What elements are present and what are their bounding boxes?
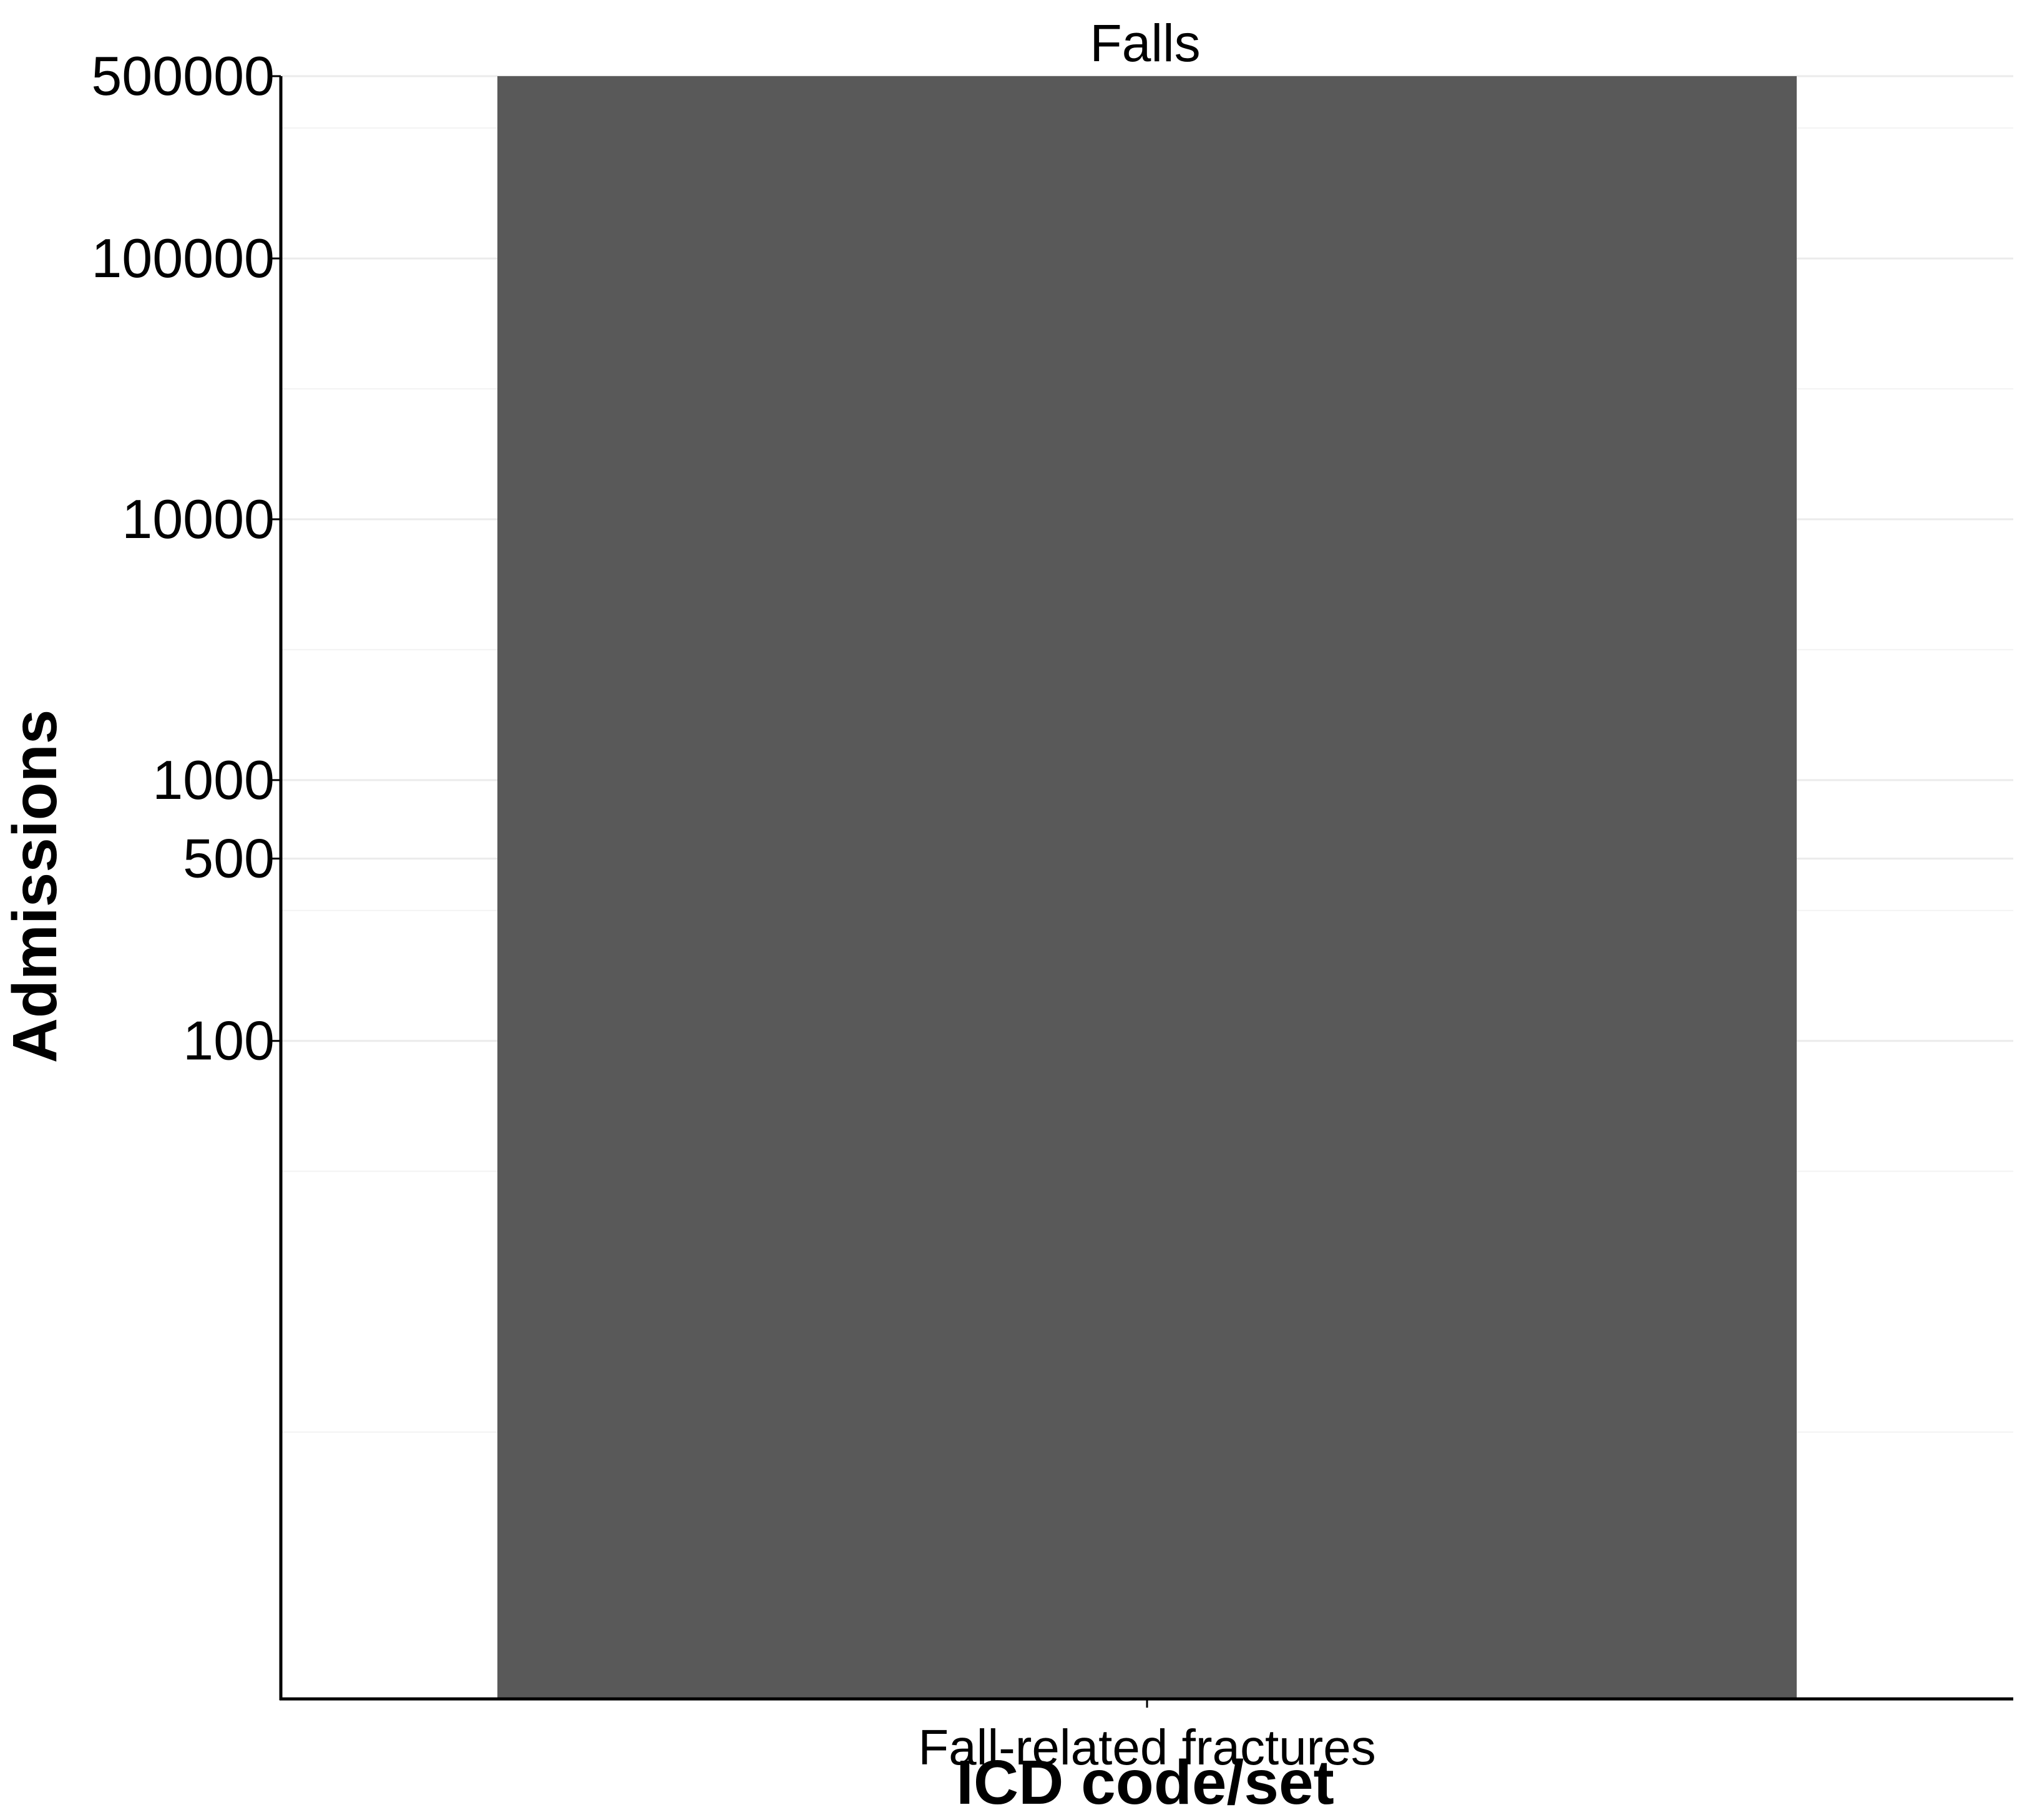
- x-ticks: Fall-related fractures: [918, 1699, 1376, 1775]
- y-tick-label: 100000: [91, 227, 275, 289]
- y-ticks: 100 500 1000 10000 100000 500000: [91, 45, 281, 1072]
- y-axis-title: Admissions: [0, 710, 70, 1064]
- y-tick-label: 500: [183, 828, 275, 889]
- bar-fall-related-fractures: [497, 76, 1797, 1699]
- y-tick-label: 10000: [122, 488, 275, 550]
- chart-title: Falls: [1090, 14, 1200, 72]
- y-tick-label: 500000: [91, 45, 275, 107]
- x-axis-title: ICD code/set: [956, 1748, 1334, 1818]
- y-tick-label: 1000: [152, 749, 275, 811]
- bars: [497, 76, 1797, 1699]
- y-tick-label: 100: [183, 1010, 275, 1072]
- x-tick-label: Fall-related fractures: [918, 1720, 1376, 1775]
